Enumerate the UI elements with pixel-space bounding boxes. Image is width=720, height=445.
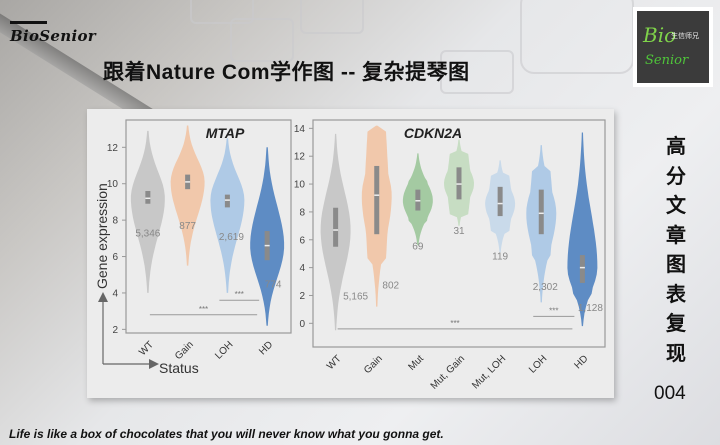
iqr-box [374,165,380,235]
background-key [230,18,294,62]
sample-count: 802 [382,281,399,292]
x-tick-label: WT [325,353,344,372]
logo-cn: 生信师兄 [671,33,699,40]
sidebar-char: 表 [666,283,686,306]
y-tick-label: 10 [107,179,119,190]
violin-hd [567,132,598,327]
iqr-box [333,207,339,247]
y-tick-label: 10 [294,180,306,191]
axis-annotations: Gene expression Status [94,183,199,376]
background-device [520,0,634,74]
y-tick-label: 8 [112,216,118,227]
significance-label: *** [450,319,459,328]
y-tick-label: 12 [107,143,119,154]
sidebar-char: 高 [666,136,686,158]
x-tick-label: Mut, LOH [470,353,508,391]
chart-mtap: 2 4 6 8 10 12 MTAP 5,346 WT 877 Gain 2,619 LOH 774 HD *… [107,119,292,362]
x-tick-label: HD [257,339,275,357]
brand-name: BioSenior [10,27,96,45]
sample-count: 877 [179,221,196,232]
sidebar-char: 复 [666,313,686,335]
x-tick-label: LOH [213,339,235,361]
sample-count: 2,302 [533,282,558,293]
significance-label: *** [235,290,244,299]
sample-count: 31 [453,226,465,237]
x-tick-label: WT [137,339,156,358]
x-tick-label: Mut [406,353,426,373]
chart-cdkn2a: 0 2 4 6 8 10 12 14 CDKN2A 5,165 WT 802 Gain 69 Mut 31 Mu… [294,119,606,392]
background-key [440,50,514,94]
sidebar-char: 图 [666,254,686,276]
x-tick-label: LOH [527,353,549,375]
y-tick-label: 8 [299,207,305,218]
sidebar-char: 现 [666,342,686,365]
up-arrow-icon [98,292,108,302]
page-title: 跟着Nature Com学作图 -- 复杂提琴图 [103,61,470,84]
y-tick-label: 2 [112,325,118,336]
x-tick-label: Gain [362,353,385,376]
sample-count: 119 [492,251,508,262]
background-key [300,0,364,34]
logo-sub: Senior [645,53,689,68]
sidebar-char: 章 [666,224,686,247]
x-tick-label: Mut, Gain [429,353,467,391]
violin-gain [170,125,205,266]
iqr-box [497,186,503,217]
chart-title: MTAP [206,125,245,141]
y-tick-label: 12 [294,152,306,163]
sample-count: 774 [265,279,282,290]
y-axis-label: Gene expression [94,183,110,289]
x-tick-label: Gain [173,339,196,362]
chart-title: CDKN2A [404,125,462,141]
sidebar-char: 分 [666,165,686,188]
y-tick-label: 6 [299,235,305,246]
y-tick-label: 6 [112,252,118,263]
episode-number: 004 [654,383,686,404]
sample-count: 5,346 [135,229,160,240]
y-tick-label: 4 [112,288,118,299]
y-tick-label: 0 [299,319,305,330]
violin-figure: 2 4 6 8 10 12 MTAP 5,346 WT 877 Gain 2,619 LOH 774 HD *… [94,119,606,392]
x-axis-label: Status [159,360,199,376]
footer-quote: Life is like a box of chocolates that yo… [9,427,444,441]
sample-count: 1,128 [578,303,603,314]
background-key [190,0,254,24]
figure-panel: 2 4 6 8 10 12 MTAP 5,346 WT 877 Gain 2,619 LOH 774 HD *… [87,109,614,398]
brand-line [10,21,47,24]
logo-main: Bio [643,23,677,47]
x-tick-label: HD [573,353,591,371]
violin-loh [210,138,245,293]
sidebar-title: 高 分 文 章 图 表 复 现 [656,133,696,369]
violin-wt [130,130,165,293]
y-tick-label: 4 [299,263,305,274]
sample-count: 5,165 [343,292,368,303]
iqr-box [145,191,151,204]
right-arrow-icon [149,359,159,369]
iqr-box [538,189,544,235]
sample-count: 2,619 [219,232,244,243]
logo: Bio 生信师兄 Senior [633,7,713,87]
sample-count: 69 [412,242,424,253]
sidebar-char: 文 [666,195,686,217]
iqr-box [579,255,585,283]
significance-label: *** [199,305,208,314]
y-tick-label: 2 [299,291,305,302]
y-tick-label: 14 [294,124,306,135]
iqr-box [224,194,230,208]
significance-label: *** [549,306,558,315]
